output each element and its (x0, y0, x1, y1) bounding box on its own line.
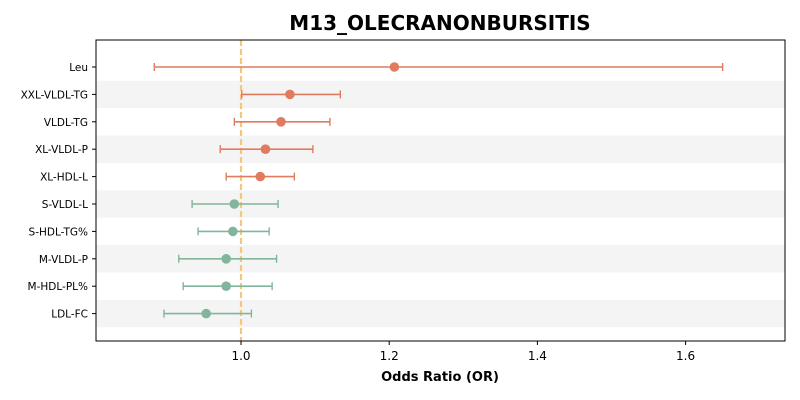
row-stripe (96, 80, 785, 109)
odds-ratio-point (221, 281, 231, 292)
odds-ratio-point (229, 199, 240, 209)
row-stripe (96, 135, 785, 163)
y-axis-labels: Leu XXL-VLDL-TG VLDL-TG XL-VLDL-P XL-HDL-L S-… (21, 62, 96, 321)
x-tick-label: 1.2 (380, 349, 399, 363)
y-tick-label: XL-HDL-L (40, 172, 88, 184)
odds-ratio-point (255, 171, 266, 182)
y-tick-label: XXL-VLDL-TG (21, 89, 88, 101)
odds-ratio-point (276, 117, 286, 127)
x-tick-label: 1.4 (528, 349, 547, 363)
x-axis-label: Odds Ratio (OR) (381, 370, 499, 385)
x-tick-label: 1.0 (231, 349, 250, 363)
y-tick-label: S-HDL-TG% (29, 226, 88, 238)
odds-ratio-point (221, 253, 231, 264)
odds-ratio-point (389, 62, 400, 72)
y-tick-label: LDL-FC (51, 309, 88, 321)
x-axis-ticks: 1.0 1.2 1.4 1.6 (231, 341, 695, 363)
y-tick-label: VLDL-TG (44, 117, 88, 129)
chart-title: M13_OLECRANONBURSITIS (289, 11, 590, 35)
plot-frame (95, 39, 786, 342)
odds-ratio-point (201, 308, 211, 319)
x-tick-label: 1.6 (676, 349, 695, 363)
y-tick-label: XL-VLDL-P (35, 144, 88, 156)
y-tick-label: S-VLDL-L (42, 199, 88, 211)
y-tick-label: M-VLDL-P (39, 254, 88, 266)
odds-ratio-point (228, 226, 238, 237)
y-tick-label: M-HDL-PL% (28, 281, 88, 293)
y-tick-label: Leu (69, 62, 88, 74)
odds-ratio-point (260, 144, 271, 154)
chart-marks (153, 62, 724, 319)
odds-ratio-point (285, 89, 295, 100)
